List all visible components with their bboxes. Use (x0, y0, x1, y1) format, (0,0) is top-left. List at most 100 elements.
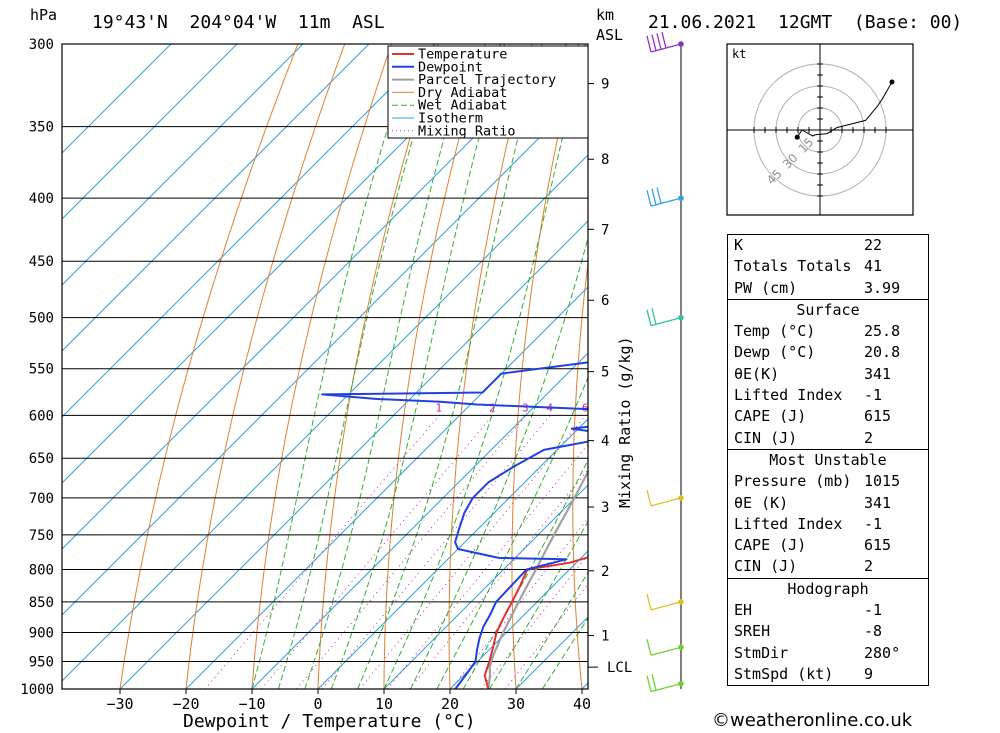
mixing-ratio-label: 20 (696, 401, 709, 414)
pressure-tick-label: 700 (29, 491, 54, 507)
x-tick-label: −10 (238, 695, 265, 713)
mu-cin-row: CIN (J) 2 (728, 556, 928, 577)
km-tick-label: 6 (601, 293, 609, 309)
mu-li-row: Lifted Index -1 (728, 514, 928, 535)
stmspd-label: StmSpd (kt) (734, 664, 834, 683)
legend-entry: Wet Adiabat (418, 98, 507, 114)
lcl-label: LCL (607, 660, 632, 676)
mu-title: Most Unstable (769, 450, 887, 469)
wind-barb-flag (651, 34, 657, 51)
isotherm-line (62, 44, 436, 418)
pressure-tick-label: 750 (29, 528, 54, 544)
isotherm-line (62, 44, 172, 154)
mu-cape-row: CAPE (J) 615 (728, 535, 928, 556)
dry-adiabat-line (448, 44, 533, 689)
mixing-ratio-label: 8 (608, 401, 615, 414)
mixing-ratio-label: 2 (489, 401, 496, 414)
wind-barb-flag (651, 188, 657, 205)
wind-barb-flag (646, 639, 652, 656)
parcel-trajectory-line (487, 469, 588, 689)
surface-cape-row: CAPE (J) 615 (728, 406, 928, 427)
pressure-tick-label: 300 (29, 37, 54, 53)
mixing-ratio-line (504, 583, 588, 689)
wet-adiabat-line (251, 44, 416, 689)
isotherm-line (119, 220, 588, 689)
hodo-table-title: Hodograph (787, 579, 869, 598)
k-index-row: K 22 (728, 235, 928, 256)
wind-barb-staff (650, 646, 682, 656)
x-tick-label: −30 (106, 695, 133, 713)
surface-theta-row: θE(K) 341 (728, 364, 928, 385)
pressure-tick-label: 550 (29, 362, 54, 378)
isotherm-line (185, 286, 588, 689)
hodograph-point (794, 134, 800, 140)
surface-title: Surface (796, 300, 860, 319)
mixing-ratio-label: 1 (436, 401, 443, 414)
hodograph-point (889, 79, 895, 85)
stmdir-row: StmDir 280° (728, 643, 928, 664)
mu-theta-label: θE (K) (734, 493, 789, 512)
stmspd-value: 9 (864, 664, 874, 683)
wind-barb-flag (646, 489, 652, 507)
surface-dewp-value: 20.8 (864, 343, 901, 362)
pressure-tick-label: 600 (29, 408, 54, 424)
surface-cape-label: CAPE (J) (734, 407, 807, 426)
wind-barb-staff (650, 601, 682, 611)
y2-axis-label: Mixing Ratio (g/kg) (616, 336, 634, 508)
tt-value: 41 (864, 257, 883, 276)
asl-unit-label: ASL (596, 26, 623, 44)
mixing-ratio-label: 3 (522, 401, 529, 414)
pressure-tick-label: 800 (29, 562, 54, 578)
chart-datetime: 21.06.2021 12GMT (Base: 00) (648, 12, 962, 33)
wind-barb-flag (646, 35, 652, 53)
surface-temp-value: 25.8 (864, 322, 901, 341)
wet-adiabat-line (330, 44, 505, 689)
x-tick-label: 30 (507, 695, 525, 713)
dry-adiabat-line (951, 26, 1000, 689)
pw-row: PW (cm) 3.99 (728, 278, 928, 299)
x-tick-label: 20 (441, 695, 459, 713)
pressure-tick-label: 1000 (20, 682, 54, 698)
mixing-ratio-label: 6 (582, 401, 589, 414)
legend-entry: Parcel Trajectory (418, 72, 556, 88)
mixing-ratio-label: 15 (668, 401, 681, 414)
isotherm-line (62, 44, 304, 286)
pressure-tick-label: 950 (29, 655, 54, 671)
wind-barb-flag (661, 31, 667, 49)
wind-barb-staff (650, 497, 682, 507)
pressure-tick-label: 650 (29, 451, 54, 467)
wind-barb-flag (651, 308, 657, 325)
sreh-row: SREH -8 (728, 621, 928, 642)
mixing-ratio-line (450, 517, 588, 689)
wet-adiabat-line (304, 44, 472, 689)
legend-entry: Temperature (418, 47, 507, 63)
x-tick-label: 40 (573, 695, 591, 713)
sreh-label: SREH (734, 622, 771, 641)
pressure-tick-label: 400 (29, 191, 54, 207)
mu-cape-label: CAPE (J) (734, 536, 807, 555)
km-tick-label: 3 (601, 500, 609, 516)
pressure-tick-label: 900 (29, 626, 54, 642)
stmdir-value: 280° (864, 643, 901, 662)
isotherm-line (383, 484, 588, 689)
isotherm-line (62, 154, 588, 682)
dry-adiabat-line (689, 26, 722, 689)
wind-barb-flag (656, 33, 662, 50)
legend-entry: Dewpoint (418, 59, 483, 75)
dry-adiabat-line (632, 26, 676, 689)
km-tick-label: 4 (601, 434, 609, 450)
pressure-tick-label: 850 (29, 595, 54, 611)
isotherm-line (62, 88, 588, 616)
surface-cin-label: CIN (J) (734, 428, 798, 447)
k-label: K (734, 236, 744, 254)
mu-li-value: -1 (864, 514, 883, 533)
mixing-ratio-line (387, 443, 588, 689)
chart-title: 19°43'N 204°04'W 11m ASL (92, 12, 385, 33)
wind-barb-flag (646, 593, 652, 611)
mu-cin-value: 2 (864, 557, 874, 576)
surface-dewp-row: Dewp (°C) 20.8 (728, 342, 928, 363)
wind-barb-flag (646, 675, 652, 692)
x-axis-label: Dewpoint / Temperature (°C) (183, 711, 476, 732)
footer-credit[interactable]: ©weatheronline.co.uk (712, 710, 913, 731)
